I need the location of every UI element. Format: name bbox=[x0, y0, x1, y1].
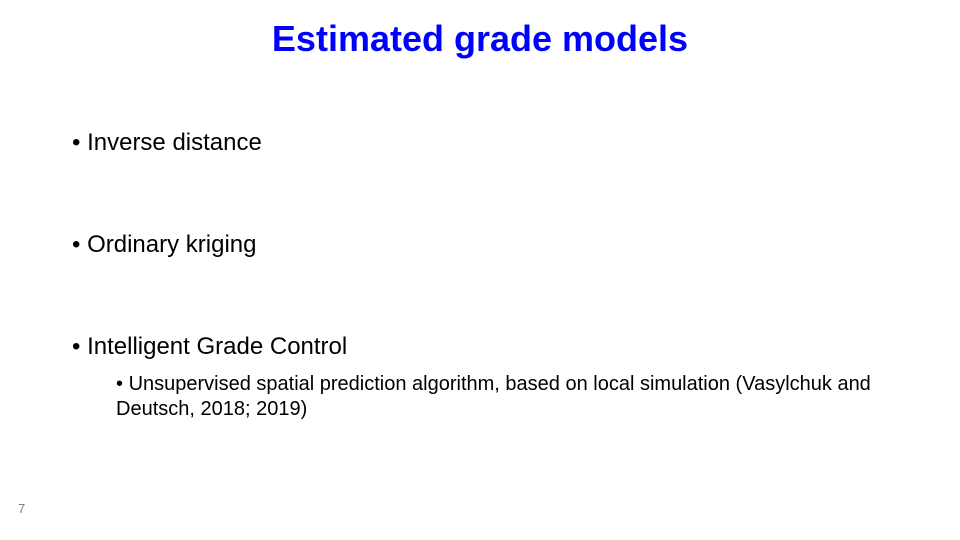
bullet-lvl1-inverse-distance: Inverse distance bbox=[72, 128, 900, 158]
bullet-lvl1-ordinary-kriging: Ordinary kriging bbox=[72, 230, 900, 260]
bullet-lvl1-intelligent-grade-control: Intelligent Grade Control bbox=[72, 332, 900, 362]
bullet-lvl2-unsupervised-spatial: Unsupervised spatial prediction algorith… bbox=[116, 372, 900, 422]
slide: Estimated grade models Inverse distance … bbox=[0, 0, 960, 540]
slide-body: Inverse distance Ordinary kriging Intell… bbox=[72, 128, 900, 422]
page-number: 7 bbox=[18, 501, 25, 516]
slide-title: Estimated grade models bbox=[0, 18, 960, 60]
